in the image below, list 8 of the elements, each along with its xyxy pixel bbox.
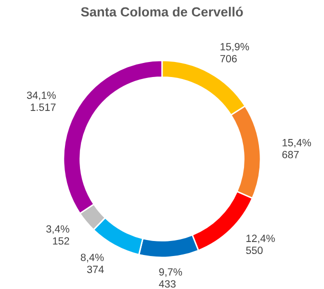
data-label: 34,1% 1.517 — [26, 92, 56, 111]
data-label: 12,4% 550 — [246, 234, 275, 254]
data-label: 15,9% 706 — [220, 43, 249, 62]
chart-title: Santa Coloma de Cervelló — [80, 6, 243, 17]
data-label: 15,4% 687 — [282, 138, 311, 158]
data-label: 3,4% 152 — [46, 225, 70, 245]
data-label: 8,4% 374 — [80, 254, 104, 274]
data-label: 9,7% 433 — [158, 268, 182, 288]
